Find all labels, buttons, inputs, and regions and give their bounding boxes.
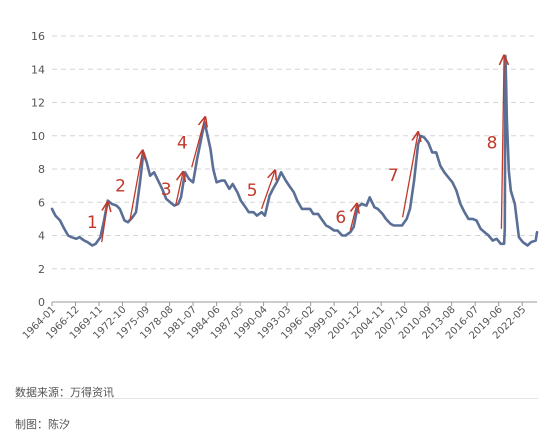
x-axis: 1964-011966-121969-111972-101975-091978-… xyxy=(21,302,528,342)
chart-author-note: 制图：陈汐 xyxy=(15,418,70,431)
annotation-arrow xyxy=(101,202,108,243)
y-tick-label: 14 xyxy=(31,63,45,76)
y-tick-label: 10 xyxy=(31,130,45,143)
annotation-arrow xyxy=(260,171,275,210)
y-tick-label: 2 xyxy=(38,263,45,276)
gridlines xyxy=(52,35,537,303)
annotation-arrow xyxy=(501,56,504,229)
annotation-label: 1 xyxy=(87,213,98,233)
annotation-label: 7 xyxy=(388,166,399,186)
annotation-label: 5 xyxy=(247,181,258,201)
y-tick-label: 0 xyxy=(38,296,45,309)
annotation-arrow xyxy=(129,151,143,221)
series-layer xyxy=(50,54,539,247)
y-axis: 0 2 4 6 8 10 12 14 16 xyxy=(31,30,45,309)
annotation-arrow xyxy=(191,117,205,168)
footer-divider xyxy=(15,398,538,399)
annotations: 12 3 4 5 6 7 8 xyxy=(87,56,504,243)
annotation-arrow xyxy=(174,172,183,206)
y-tick-label: 16 xyxy=(31,30,45,43)
annotation-arrow xyxy=(402,132,418,218)
annotation-label: 2 xyxy=(115,177,126,197)
series-line xyxy=(50,54,539,247)
y-tick-label: 4 xyxy=(38,230,45,243)
data-source-note: 数据来源：万得资讯 xyxy=(15,386,114,399)
y-tick-label: 6 xyxy=(38,196,45,209)
y-tick-label: 8 xyxy=(38,163,45,176)
annotation-label: 8 xyxy=(487,133,498,153)
annotation-label: 4 xyxy=(177,133,188,153)
y-tick-label: 12 xyxy=(31,97,45,110)
annotation-arrow xyxy=(349,204,357,231)
annotation-label: 3 xyxy=(161,180,172,200)
annotation-label: 6 xyxy=(335,208,346,228)
